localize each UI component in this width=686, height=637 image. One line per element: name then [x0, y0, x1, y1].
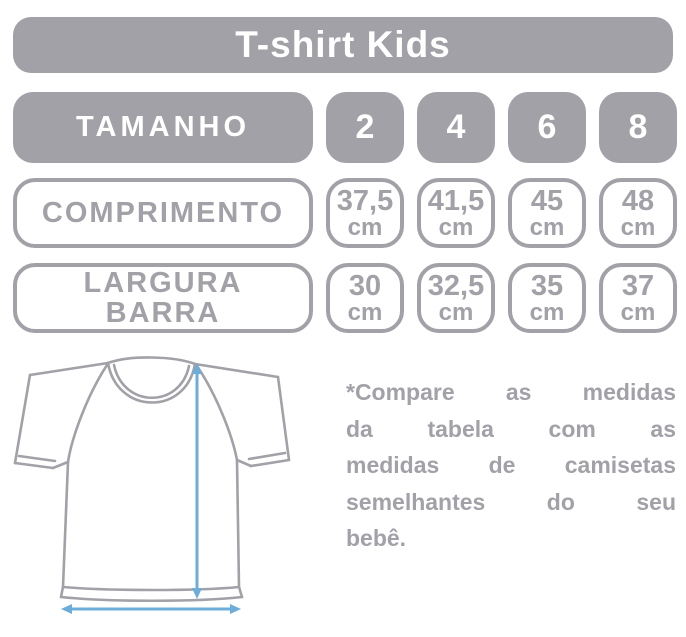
size-table-header-label-cell: TAMANHO — [13, 92, 313, 163]
measurement-unit: cm — [620, 299, 656, 327]
measurement-number: 32,5 — [427, 269, 485, 302]
length-arrow-icon — [192, 363, 202, 599]
measurement-unit: cm — [620, 214, 656, 242]
size-header-cell: 6 — [508, 92, 586, 163]
size-header-cell: 8 — [599, 92, 677, 163]
row-label: LARGURA — [83, 266, 243, 299]
comparison-note: *Compare as medidas da tabela com as med… — [346, 379, 676, 551]
size-table-header-label: TAMANHO — [75, 111, 251, 144]
measurement-number: 35 — [530, 269, 564, 302]
measurement-unit: cm — [529, 299, 565, 327]
row-label: BARRA — [105, 297, 221, 329]
measurement-unit: cm — [438, 214, 474, 242]
tshirt-outline-icon — [13, 356, 291, 614]
measurement-cell: 37,5 cm — [326, 178, 404, 248]
measurement-cell: 30 cm — [326, 263, 404, 333]
measurement-cell: 41,5 cm — [417, 178, 495, 248]
measurement-unit: cm — [529, 214, 565, 242]
measurement-cell: 45 cm — [508, 178, 586, 248]
tshirt-diagram — [8, 352, 300, 620]
measurement-number: 37 — [621, 269, 655, 302]
page-title-bar: T-shirt Kids — [13, 17, 673, 73]
measurement-unit: cm — [438, 299, 474, 327]
size-value: 8 — [628, 107, 648, 146]
measurement-number: 37,5 — [336, 184, 394, 217]
measurement-unit: cm — [347, 214, 383, 242]
size-value: 6 — [537, 107, 557, 146]
measurement-number: 41,5 — [427, 184, 485, 217]
row-label: COMPRIMENTO — [41, 196, 285, 229]
size-header-cell: 2 — [326, 92, 404, 163]
size-value: 2 — [355, 107, 375, 146]
row-label-cell-comprimento: COMPRIMENTO — [13, 178, 313, 248]
size-table: TAMANHO 2 4 6 8 COMPRIMENTO 37,5 cm 41,5… — [13, 92, 677, 333]
measurement-number: 48 — [621, 184, 655, 217]
measurement-unit: cm — [347, 299, 383, 327]
measurement-cell: 32,5 cm — [417, 263, 495, 333]
row-label-cell-largura-barra: LARGURA BARRA — [13, 263, 313, 333]
page-title: T-shirt Kids — [235, 24, 451, 65]
size-header-cell: 4 — [417, 92, 495, 163]
size-value: 4 — [446, 107, 466, 146]
measurement-cell: 48 cm — [599, 178, 677, 248]
measurement-number: 45 — [530, 184, 564, 217]
measurement-cell: 35 cm — [508, 263, 586, 333]
measurement-cell: 37 cm — [599, 263, 677, 333]
hem-width-arrow-icon — [61, 604, 241, 614]
measurement-number: 30 — [348, 269, 382, 302]
